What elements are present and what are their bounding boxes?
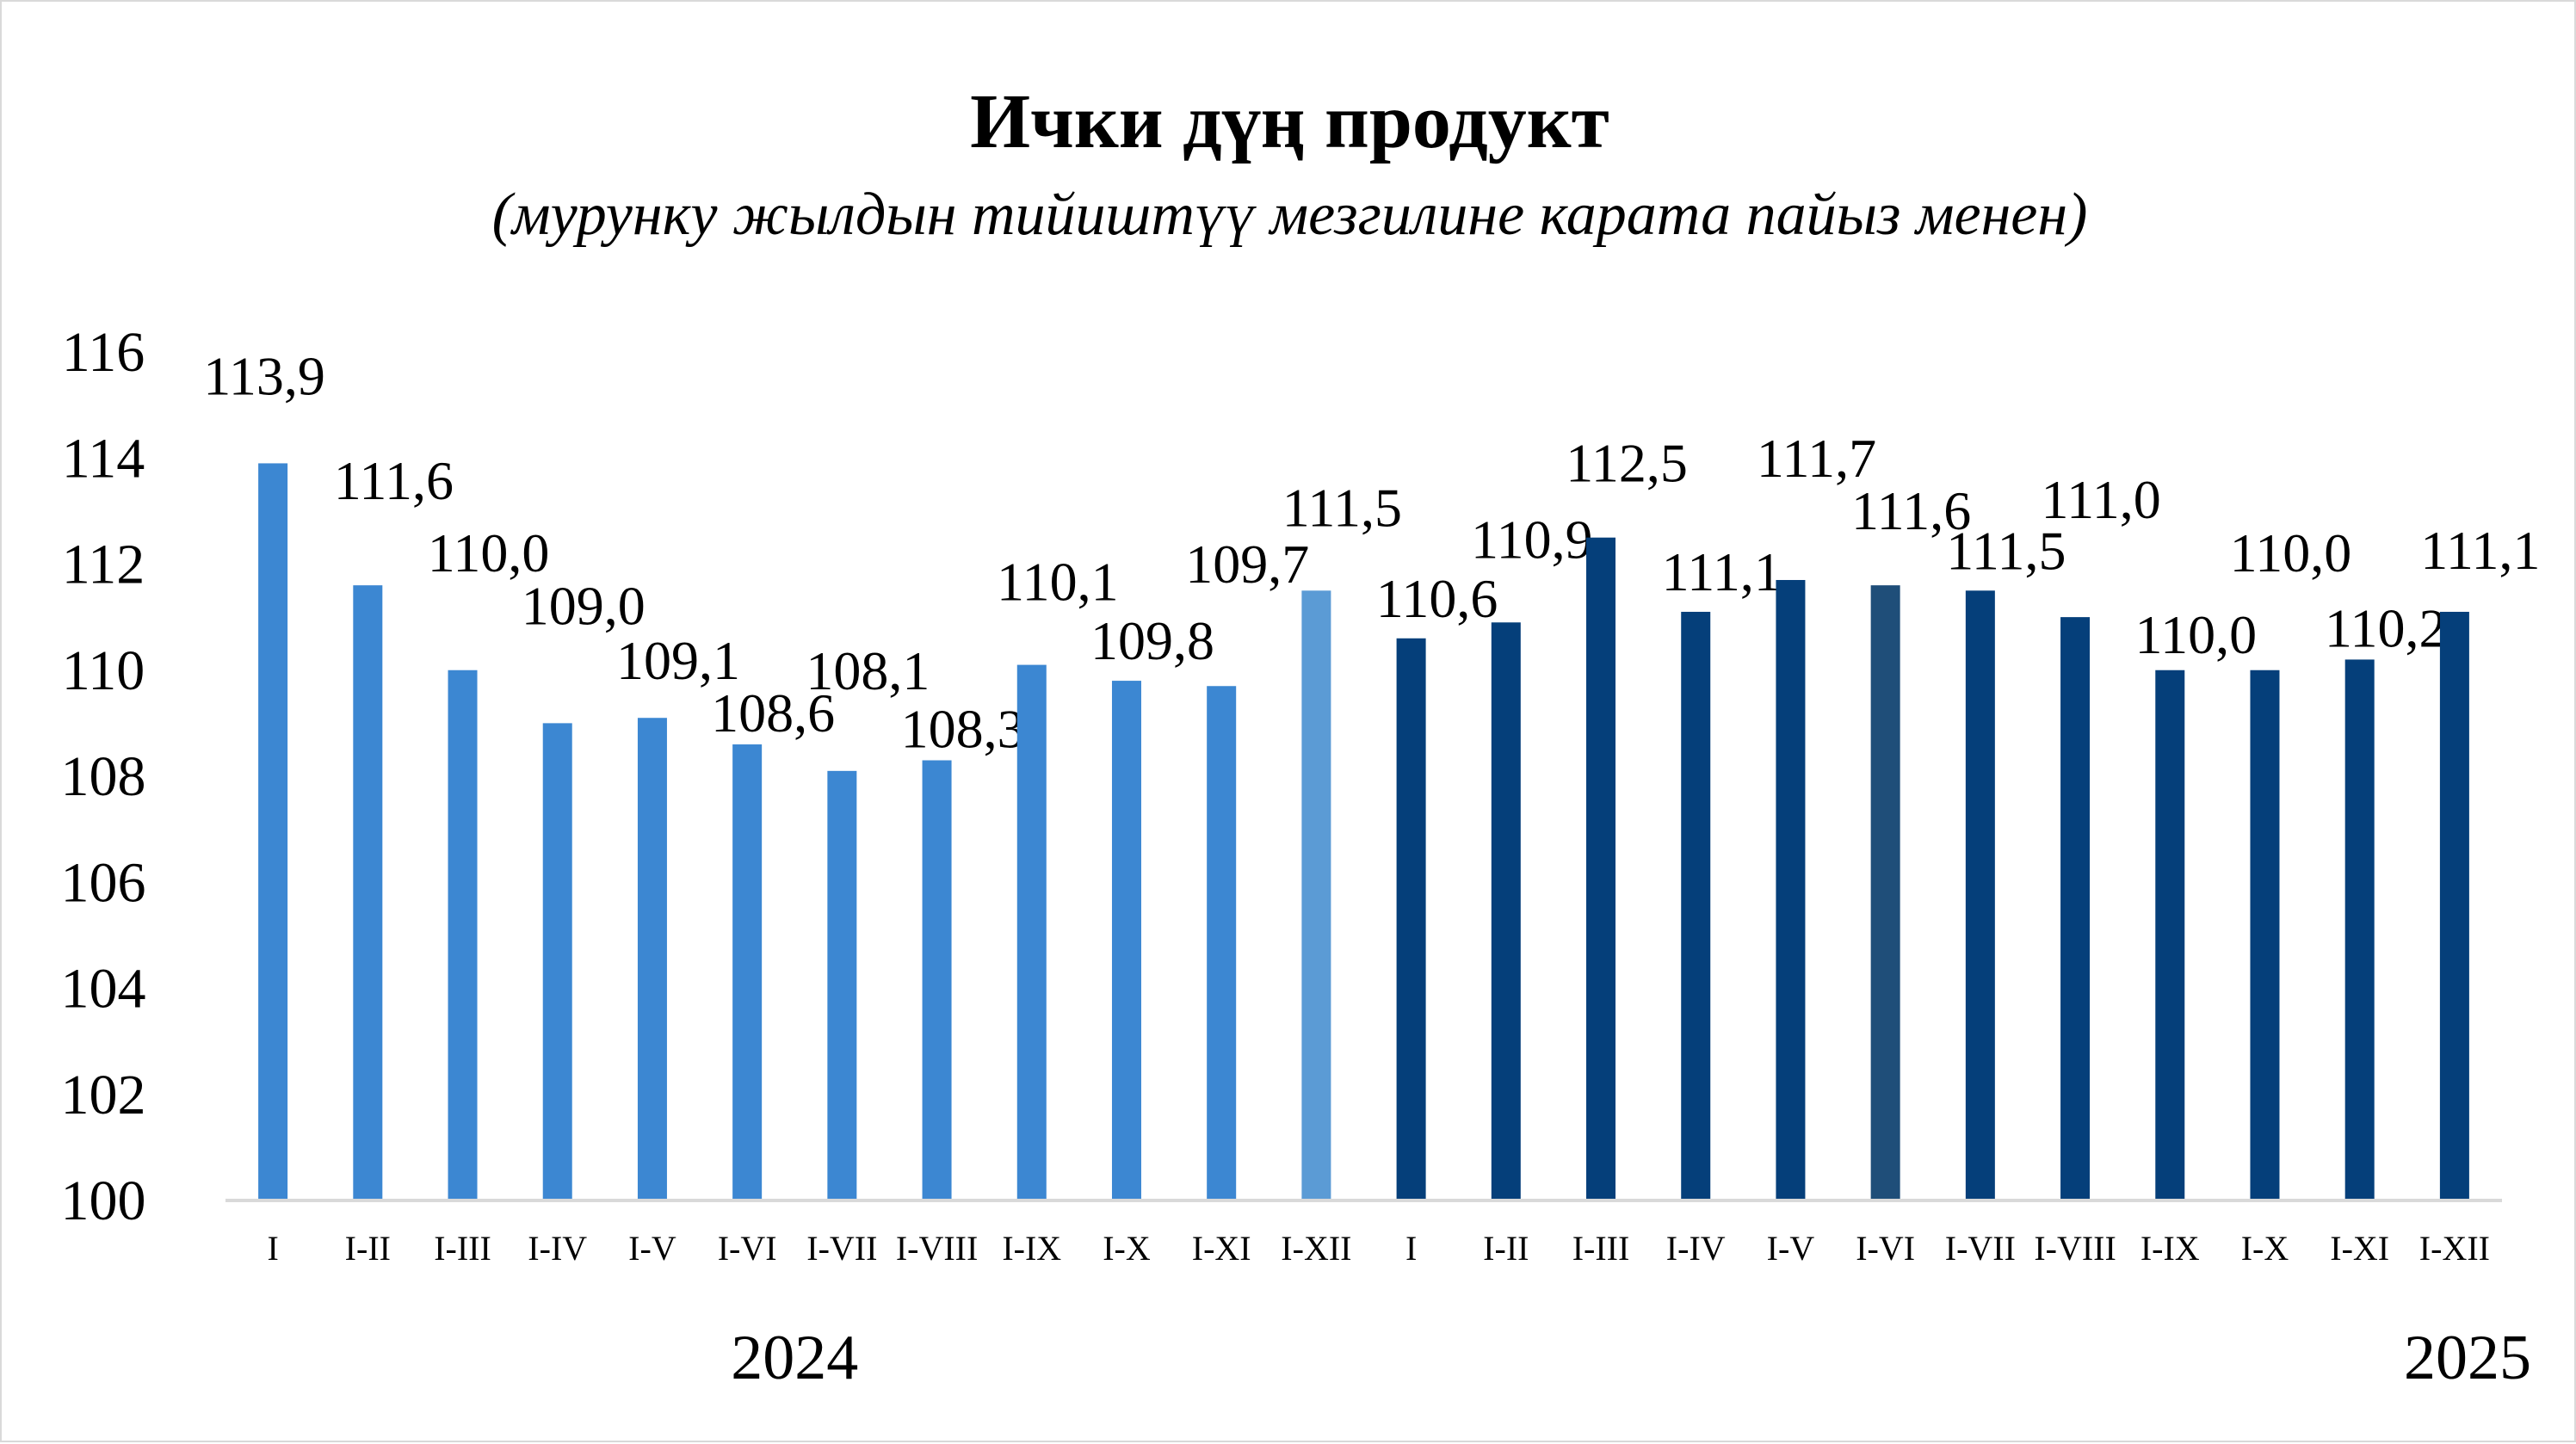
x-tick-label: I-VI — [718, 1229, 777, 1268]
bar — [1016, 664, 1047, 1200]
bar — [258, 463, 288, 1200]
data-label: 111,1 — [1662, 541, 1782, 602]
data-label: 108,1 — [806, 640, 930, 701]
x-tick-label: I-IX — [1002, 1229, 1061, 1268]
data-label: 109,0 — [522, 575, 646, 636]
y-tick-label: 100 — [61, 1169, 146, 1232]
bar — [2060, 617, 2091, 1200]
data-label: 111,6 — [1851, 480, 1971, 541]
x-tick-label: I-IX — [2140, 1229, 2200, 1268]
x-tick-label: I-II — [345, 1229, 391, 1268]
group-label-2025: 2025 — [2404, 1323, 2531, 1393]
data-label: 109,8 — [1090, 610, 1214, 671]
data-label: 109,1 — [616, 630, 740, 691]
x-tick-label: I-X — [2241, 1229, 2289, 1268]
x-tick-label: I-VIII — [896, 1229, 979, 1268]
bar — [1491, 622, 1521, 1200]
bar — [1870, 585, 1900, 1200]
bar — [353, 585, 383, 1200]
x-tick-label: I — [267, 1229, 278, 1268]
data-label: 111,7 — [1757, 428, 1876, 489]
x-tick-label: I-II — [1483, 1229, 1529, 1268]
data-label: 111,6 — [334, 450, 454, 511]
data-label: 110,9 — [1471, 509, 1593, 570]
bar — [1776, 579, 1806, 1200]
x-tick-label: I-X — [1103, 1229, 1151, 1268]
bar — [542, 723, 572, 1200]
x-tick-label: I-XII — [2419, 1229, 2490, 1268]
data-label: 108,6 — [711, 682, 835, 744]
data-label: 112,5 — [1566, 433, 1688, 494]
data-label: 110,1 — [997, 552, 1119, 613]
data-label: 108,3 — [901, 699, 1025, 760]
bar — [1207, 686, 1237, 1200]
group-label-2024: 2024 — [731, 1323, 858, 1393]
y-tick-label: 102 — [61, 1064, 146, 1126]
data-label: 111,5 — [1282, 477, 1402, 538]
x-tick-label: I-XI — [1192, 1229, 1251, 1268]
bar — [448, 670, 478, 1200]
data-label: 110,0 — [2134, 604, 2257, 665]
x-tick-label: I-VII — [1945, 1229, 2016, 1268]
bar — [1301, 590, 1331, 1200]
bar — [2439, 611, 2469, 1200]
bar — [732, 744, 763, 1200]
y-tick-label: 106 — [61, 851, 146, 914]
bar — [2250, 670, 2280, 1200]
x-tick-label: I-V — [1767, 1229, 1815, 1268]
bar — [1681, 611, 1711, 1200]
chart-title: Ички дүң продукт — [970, 79, 1609, 164]
x-tick-label: I-IV — [1666, 1229, 1726, 1268]
x-tick-label: I-XII — [1281, 1229, 1351, 1268]
x-tick-label: I — [1405, 1229, 1417, 1268]
chart-subtitle: (мурунку жылдын тийиштүү мезгилине карат… — [491, 182, 2088, 248]
data-label: 111,5 — [1946, 520, 2066, 581]
x-tick-label: I-XI — [2330, 1229, 2389, 1268]
x-tick-label: I-VIII — [2034, 1229, 2116, 1268]
bar — [1396, 638, 1426, 1200]
data-label: 111,1 — [2420, 520, 2540, 581]
x-tick-label: I-III — [434, 1229, 491, 1268]
data-label: 109,7 — [1185, 534, 1309, 595]
bar — [1586, 537, 1616, 1200]
x-tick-label: I-V — [628, 1229, 676, 1268]
bar — [2344, 659, 2375, 1200]
bar — [637, 718, 667, 1200]
x-tick-label: I-VI — [1856, 1229, 1915, 1268]
data-label: 110,0 — [2230, 522, 2352, 583]
y-tick-label: 104 — [61, 958, 146, 1021]
y-tick-label: 114 — [62, 427, 145, 490]
data-label: 110,0 — [428, 522, 550, 583]
y-tick-label: 112 — [62, 534, 145, 596]
data-label: 110,6 — [1376, 568, 1498, 629]
y-tick-label: 108 — [61, 745, 146, 808]
data-label: 110,2 — [2325, 597, 2447, 658]
x-tick-label: I-IV — [528, 1229, 587, 1268]
bar — [922, 760, 952, 1200]
bar — [1111, 681, 1141, 1200]
y-tick-label: 110 — [62, 639, 145, 702]
bar — [827, 770, 857, 1200]
bar — [2155, 670, 2185, 1200]
bar — [1965, 590, 1995, 1200]
x-tick-label: I-III — [1572, 1229, 1630, 1268]
y-tick-label: 116 — [62, 321, 145, 384]
x-tick-label: I-VII — [806, 1229, 877, 1268]
data-label: 113,9 — [203, 345, 325, 406]
data-label: 111,0 — [2041, 469, 2160, 530]
